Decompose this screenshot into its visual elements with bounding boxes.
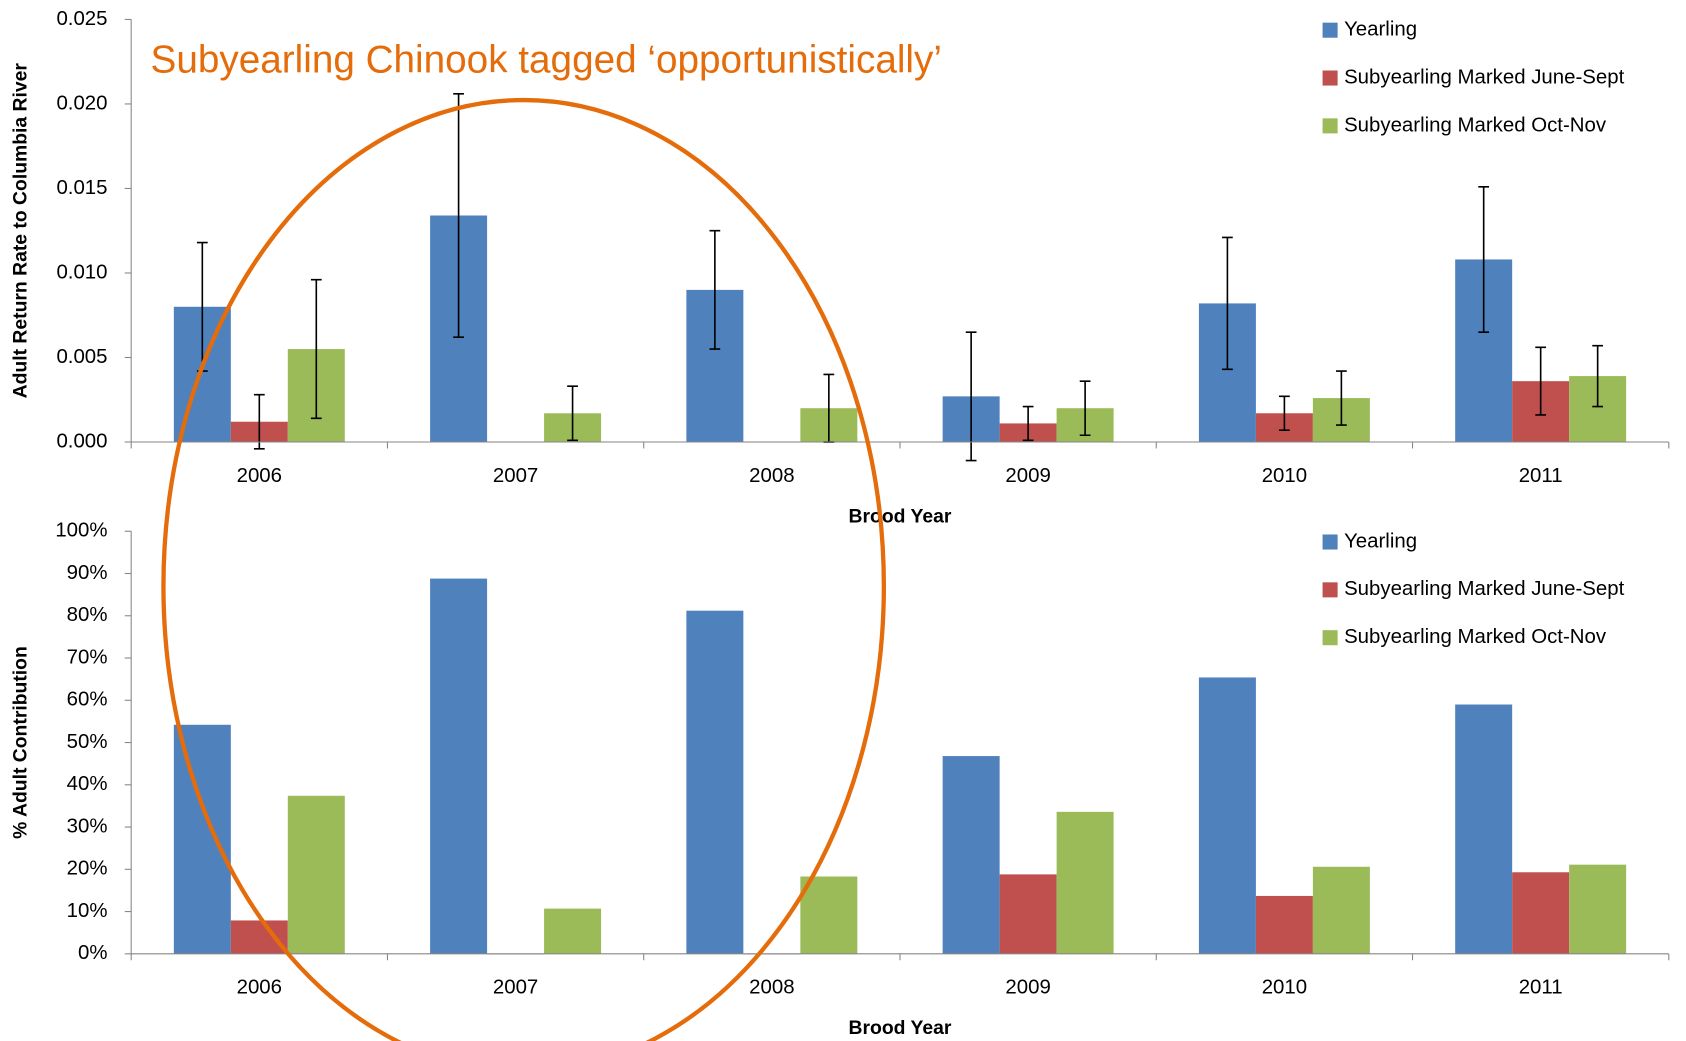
- y-tick-label: 30%: [67, 815, 108, 837]
- x-tick-label: 2008: [749, 465, 794, 487]
- y-tick-label: 50%: [67, 731, 108, 753]
- error-bar: [1079, 380, 1091, 437]
- legend-label: Subyearling Marked Oct-Nov: [1344, 114, 1607, 136]
- y-tick-label: 0.000: [56, 430, 107, 452]
- y-tick-label: 0%: [78, 942, 108, 964]
- error-bar: [253, 393, 265, 450]
- error-bar: [709, 229, 721, 350]
- y-axis-label: % Adult Contribution: [10, 646, 32, 839]
- bar: [430, 578, 488, 954]
- y-tick-label: 80%: [67, 604, 108, 626]
- y-tick-label: 0.025: [56, 8, 107, 30]
- legend-swatch: [1322, 70, 1338, 86]
- y-tick-label: 70%: [67, 646, 108, 668]
- bar: [1569, 864, 1627, 954]
- error-bar: [1592, 344, 1604, 408]
- x-tick-label: 2006: [237, 465, 282, 487]
- bar: [1056, 811, 1114, 954]
- x-tick-label: 2011: [1519, 977, 1563, 999]
- bar: [173, 724, 231, 954]
- y-axis-label: Adult Return Rate to Columbia River: [10, 63, 32, 399]
- error-bar: [1336, 370, 1347, 426]
- x-tick-label: 2007: [493, 465, 538, 487]
- legend-swatch: [1322, 118, 1338, 134]
- legend-swatch: [1322, 534, 1338, 550]
- x-tick-label: 2011: [1519, 465, 1563, 487]
- bar: [1312, 866, 1370, 954]
- x-axis-label: Brood Year: [849, 505, 952, 527]
- error-bar: [1279, 395, 1290, 431]
- bar: [230, 920, 288, 954]
- y-tick-label: 0.015: [56, 177, 107, 199]
- y-tick-label: 90%: [67, 562, 108, 584]
- legend-label: Subyearling Marked Oct-Nov: [1344, 626, 1607, 648]
- x-axis-label: Brood Year: [849, 1017, 952, 1039]
- bar: [1198, 677, 1256, 954]
- error-bar: [1222, 236, 1233, 371]
- x-tick-label: 2010: [1262, 465, 1307, 487]
- bar: [686, 610, 744, 954]
- bar: [1512, 872, 1570, 954]
- bar: [287, 795, 345, 954]
- y-tick-label: 100%: [55, 520, 107, 542]
- legend-swatch: [1322, 630, 1338, 646]
- bar: [1455, 704, 1513, 954]
- legend-label: Yearling: [1344, 19, 1417, 41]
- legend-swatch: [1322, 22, 1338, 38]
- legend-swatch: [1322, 582, 1338, 598]
- legend-label: Subyearling Marked June-Sept: [1344, 578, 1625, 600]
- x-tick-label: 2007: [493, 977, 538, 999]
- x-tick-label: 2008: [749, 977, 794, 999]
- y-tick-label: 10%: [67, 900, 108, 922]
- error-bar: [965, 331, 977, 462]
- x-tick-label: 2009: [1005, 977, 1050, 999]
- error-bar: [310, 278, 322, 420]
- x-tick-label: 2009: [1005, 465, 1050, 487]
- y-tick-label: 60%: [67, 689, 108, 711]
- error-bar: [1022, 405, 1034, 442]
- y-tick-label: 0.020: [56, 92, 107, 114]
- highlight-ellipse: [161, 98, 886, 1041]
- y-tick-label: 20%: [67, 858, 108, 880]
- bar: [999, 874, 1057, 954]
- y-tick-label: 0.005: [56, 346, 107, 368]
- bar: [800, 876, 858, 954]
- error-bar: [567, 385, 578, 442]
- error-bar: [453, 92, 464, 339]
- legend-label: Yearling: [1344, 530, 1417, 552]
- bar: [544, 908, 602, 954]
- y-tick-label: 40%: [67, 773, 108, 795]
- bar: [1255, 895, 1313, 954]
- error-bar: [1535, 346, 1547, 416]
- x-tick-label: 2006: [237, 977, 282, 999]
- annotation: Subyearling Chinook tagged ‘opportunisti…: [151, 39, 942, 82]
- y-tick-label: 0.010: [56, 261, 107, 283]
- x-tick-label: 2010: [1262, 977, 1307, 999]
- error-bar: [1478, 185, 1490, 333]
- bar: [942, 756, 1000, 954]
- charts: 0.000 0.005 0.010 0.015 0.020 0.025 2006 2007 20…: [10, 8, 1670, 1039]
- legend-label: Subyearling Marked June-Sept: [1344, 66, 1625, 88]
